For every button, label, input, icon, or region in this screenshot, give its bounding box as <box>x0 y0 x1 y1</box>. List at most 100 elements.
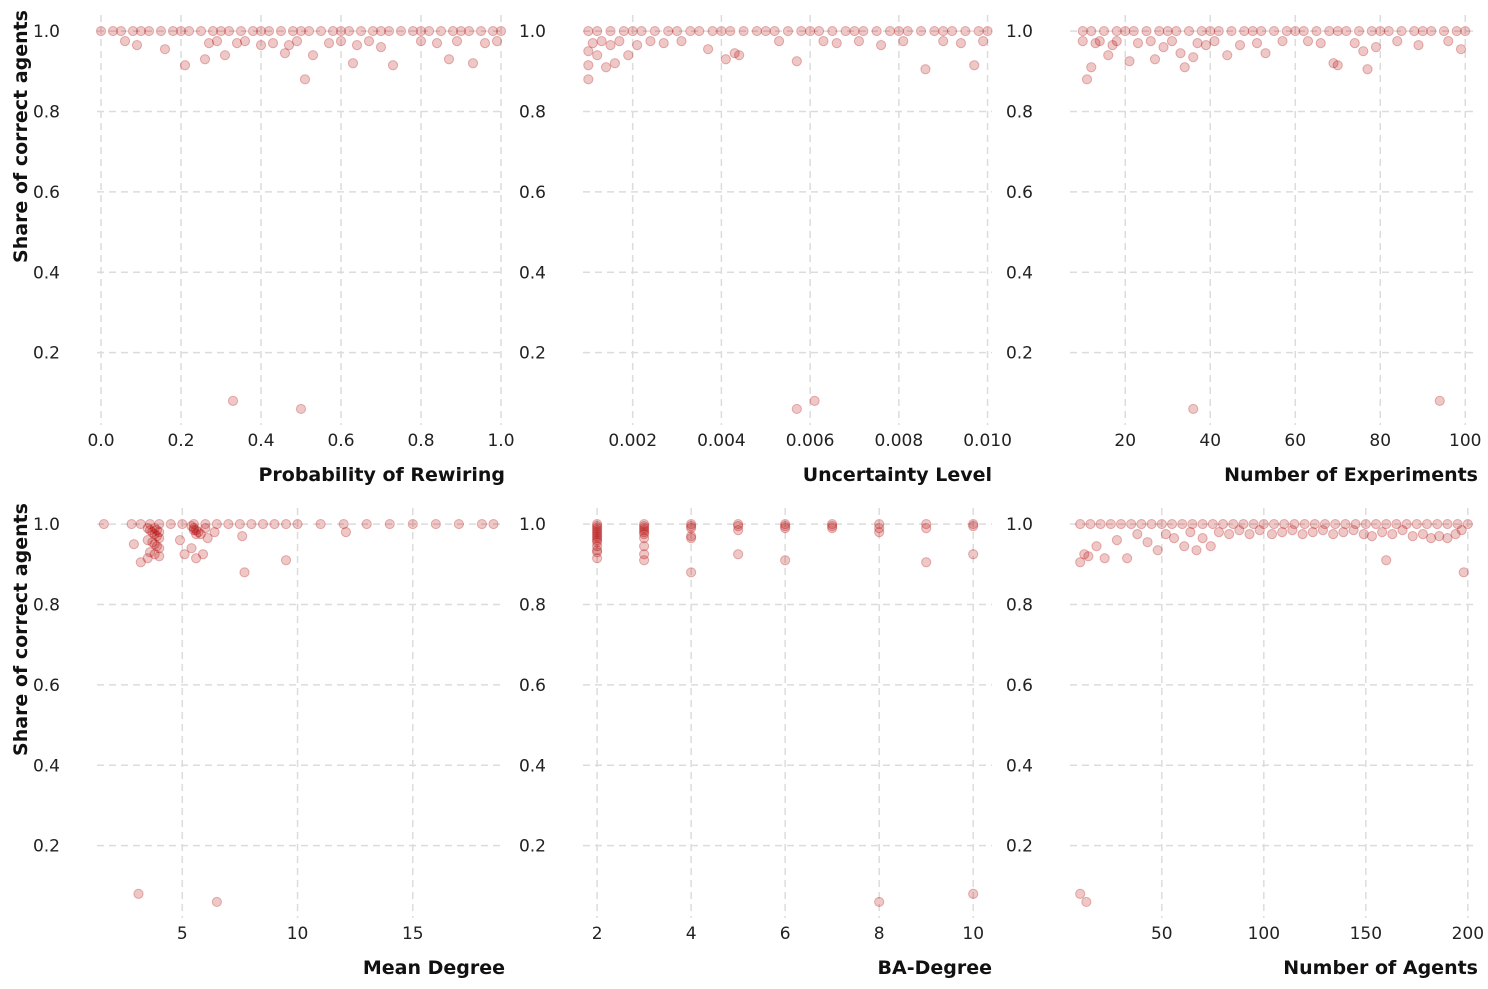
data-point <box>1126 518 1137 530</box>
data-point <box>1341 25 1352 37</box>
data-point <box>135 25 147 37</box>
data-point <box>239 567 250 578</box>
x-tick-label: 0.004 <box>697 431 746 451</box>
data-point <box>135 557 146 568</box>
data-point <box>287 25 299 37</box>
data-point <box>476 518 488 530</box>
data-point <box>1309 518 1320 530</box>
data-point <box>199 54 211 65</box>
data-point <box>592 533 603 544</box>
data-point <box>639 522 650 534</box>
data-point <box>1417 25 1428 37</box>
data-point <box>686 533 697 544</box>
data-point <box>596 36 607 47</box>
y-tick-label: 1.0 <box>519 515 546 535</box>
data-point <box>583 25 594 37</box>
data-point <box>1248 518 1259 530</box>
data-point <box>1358 46 1369 57</box>
data-point <box>315 518 326 530</box>
data-point <box>884 25 896 37</box>
data-point <box>235 25 247 37</box>
data-point <box>1370 42 1382 53</box>
data-point <box>215 25 227 37</box>
data-point <box>455 25 467 37</box>
data-point <box>592 531 603 542</box>
data-point <box>1332 25 1343 37</box>
data-point <box>188 522 199 534</box>
data-point <box>1238 518 1249 530</box>
data-point <box>487 25 499 37</box>
data-point <box>658 38 669 49</box>
data-point <box>280 555 292 566</box>
data-point <box>491 36 503 47</box>
data-point <box>796 25 807 37</box>
data-point <box>1171 25 1182 37</box>
data-point <box>733 525 744 536</box>
data-point <box>1166 518 1178 530</box>
data-point <box>488 518 499 530</box>
data-point <box>1407 531 1418 542</box>
data-point <box>1409 25 1420 37</box>
data-point <box>126 518 137 530</box>
data-point <box>415 36 427 47</box>
x-tick-label: 0.8 <box>407 431 434 451</box>
data-point <box>200 522 211 534</box>
data-point <box>729 48 740 59</box>
data-point <box>154 551 165 562</box>
data-point <box>1177 518 1188 530</box>
x-tick-label: 0.0 <box>87 431 114 451</box>
data-point <box>280 518 292 530</box>
data-point <box>223 25 235 37</box>
data-point <box>1075 557 1086 568</box>
data-point <box>191 529 202 540</box>
data-point <box>969 60 980 71</box>
data-point <box>592 545 603 556</box>
data-point <box>1168 533 1180 544</box>
data-point <box>1179 62 1190 73</box>
data-point <box>583 46 594 57</box>
data-point <box>592 522 603 534</box>
data-point <box>1086 62 1097 73</box>
data-point <box>151 541 163 552</box>
data-point <box>592 535 603 546</box>
y-tick-label: 0.8 <box>519 595 546 615</box>
data-point <box>188 518 199 530</box>
data-point <box>1387 529 1398 540</box>
data-point <box>813 25 825 37</box>
data-point <box>1460 25 1471 37</box>
data-point <box>1156 518 1167 530</box>
data-point <box>335 25 347 37</box>
data-point <box>1077 36 1088 47</box>
data-point <box>1115 518 1127 530</box>
data-point <box>1434 395 1445 406</box>
data-point <box>1209 36 1220 47</box>
data-point <box>1256 25 1267 37</box>
data-point <box>592 518 603 530</box>
data-point <box>639 533 650 544</box>
data-point <box>1297 529 1308 540</box>
data-point <box>1381 555 1392 566</box>
data-point <box>231 38 243 49</box>
data-point <box>1085 518 1096 530</box>
data-point <box>1290 25 1301 37</box>
y-tick-label: 0.8 <box>1006 102 1033 122</box>
data-point <box>295 403 307 415</box>
data-point <box>960 25 971 37</box>
data-point <box>183 25 195 37</box>
data-point <box>1107 40 1118 51</box>
data-point <box>1146 518 1157 530</box>
y-tick-label: 0.2 <box>33 837 60 857</box>
data-point <box>1192 38 1203 49</box>
data-point <box>407 518 418 530</box>
data-point <box>144 518 156 530</box>
data-point <box>1319 518 1331 530</box>
x-tick-label: 0.002 <box>608 431 657 451</box>
data-point <box>605 25 616 37</box>
data-point <box>632 40 643 51</box>
data-point <box>383 25 395 37</box>
data-point <box>443 54 455 65</box>
y-tick-label: 0.2 <box>1006 344 1033 364</box>
data-point <box>1268 25 1280 37</box>
data-point <box>275 25 287 37</box>
data-point <box>1350 518 1361 530</box>
